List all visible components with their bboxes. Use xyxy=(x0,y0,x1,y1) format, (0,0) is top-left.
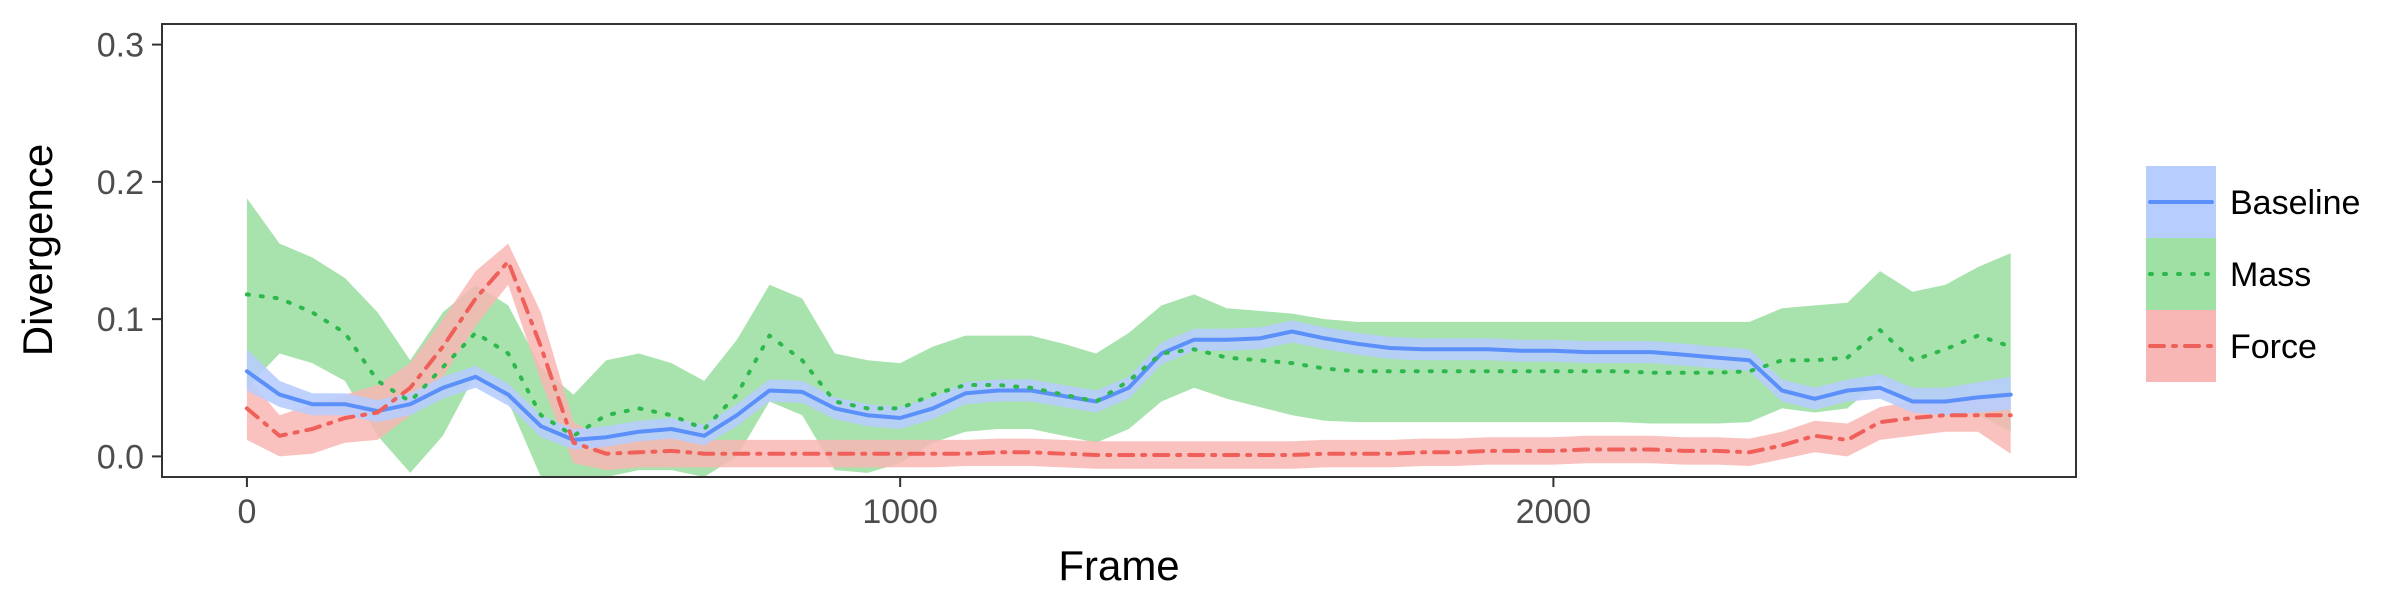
y-axis-title: Divergence xyxy=(14,144,61,356)
y-tick-label: 0.2 xyxy=(97,164,144,202)
plot-panel-border xyxy=(161,23,2077,478)
x-tick-label: 1000 xyxy=(862,493,938,531)
band-mass xyxy=(246,198,2011,477)
legend: Baseline Mass Force xyxy=(2146,166,2360,382)
legend-label-baseline: Baseline xyxy=(2230,184,2360,222)
line-mass xyxy=(244,292,2013,438)
line-baseline xyxy=(244,329,2013,442)
legend-label-mass: Mass xyxy=(2230,256,2311,294)
band-force xyxy=(246,243,2011,471)
y-tick-label: 0.0 xyxy=(97,438,144,476)
y-tick-label: 0.3 xyxy=(97,27,144,65)
y-tick-label: 0.1 xyxy=(97,301,144,339)
line-force xyxy=(244,259,2013,457)
legend-item-mass: Mass xyxy=(2146,238,2311,310)
x-axis: 0 1000 2000 xyxy=(237,477,1591,531)
series-lines xyxy=(244,259,2013,457)
x-tick-label: 2000 xyxy=(1516,493,1592,531)
legend-item-baseline: Baseline xyxy=(2146,166,2360,238)
legend-label-force: Force xyxy=(2230,328,2317,366)
x-tick-label: 0 xyxy=(237,493,256,531)
legend-item-force: Force xyxy=(2146,310,2317,382)
y-axis: 0.0 0.1 0.2 0.3 xyxy=(97,27,162,476)
x-axis-title: Frame xyxy=(1058,542,1179,589)
